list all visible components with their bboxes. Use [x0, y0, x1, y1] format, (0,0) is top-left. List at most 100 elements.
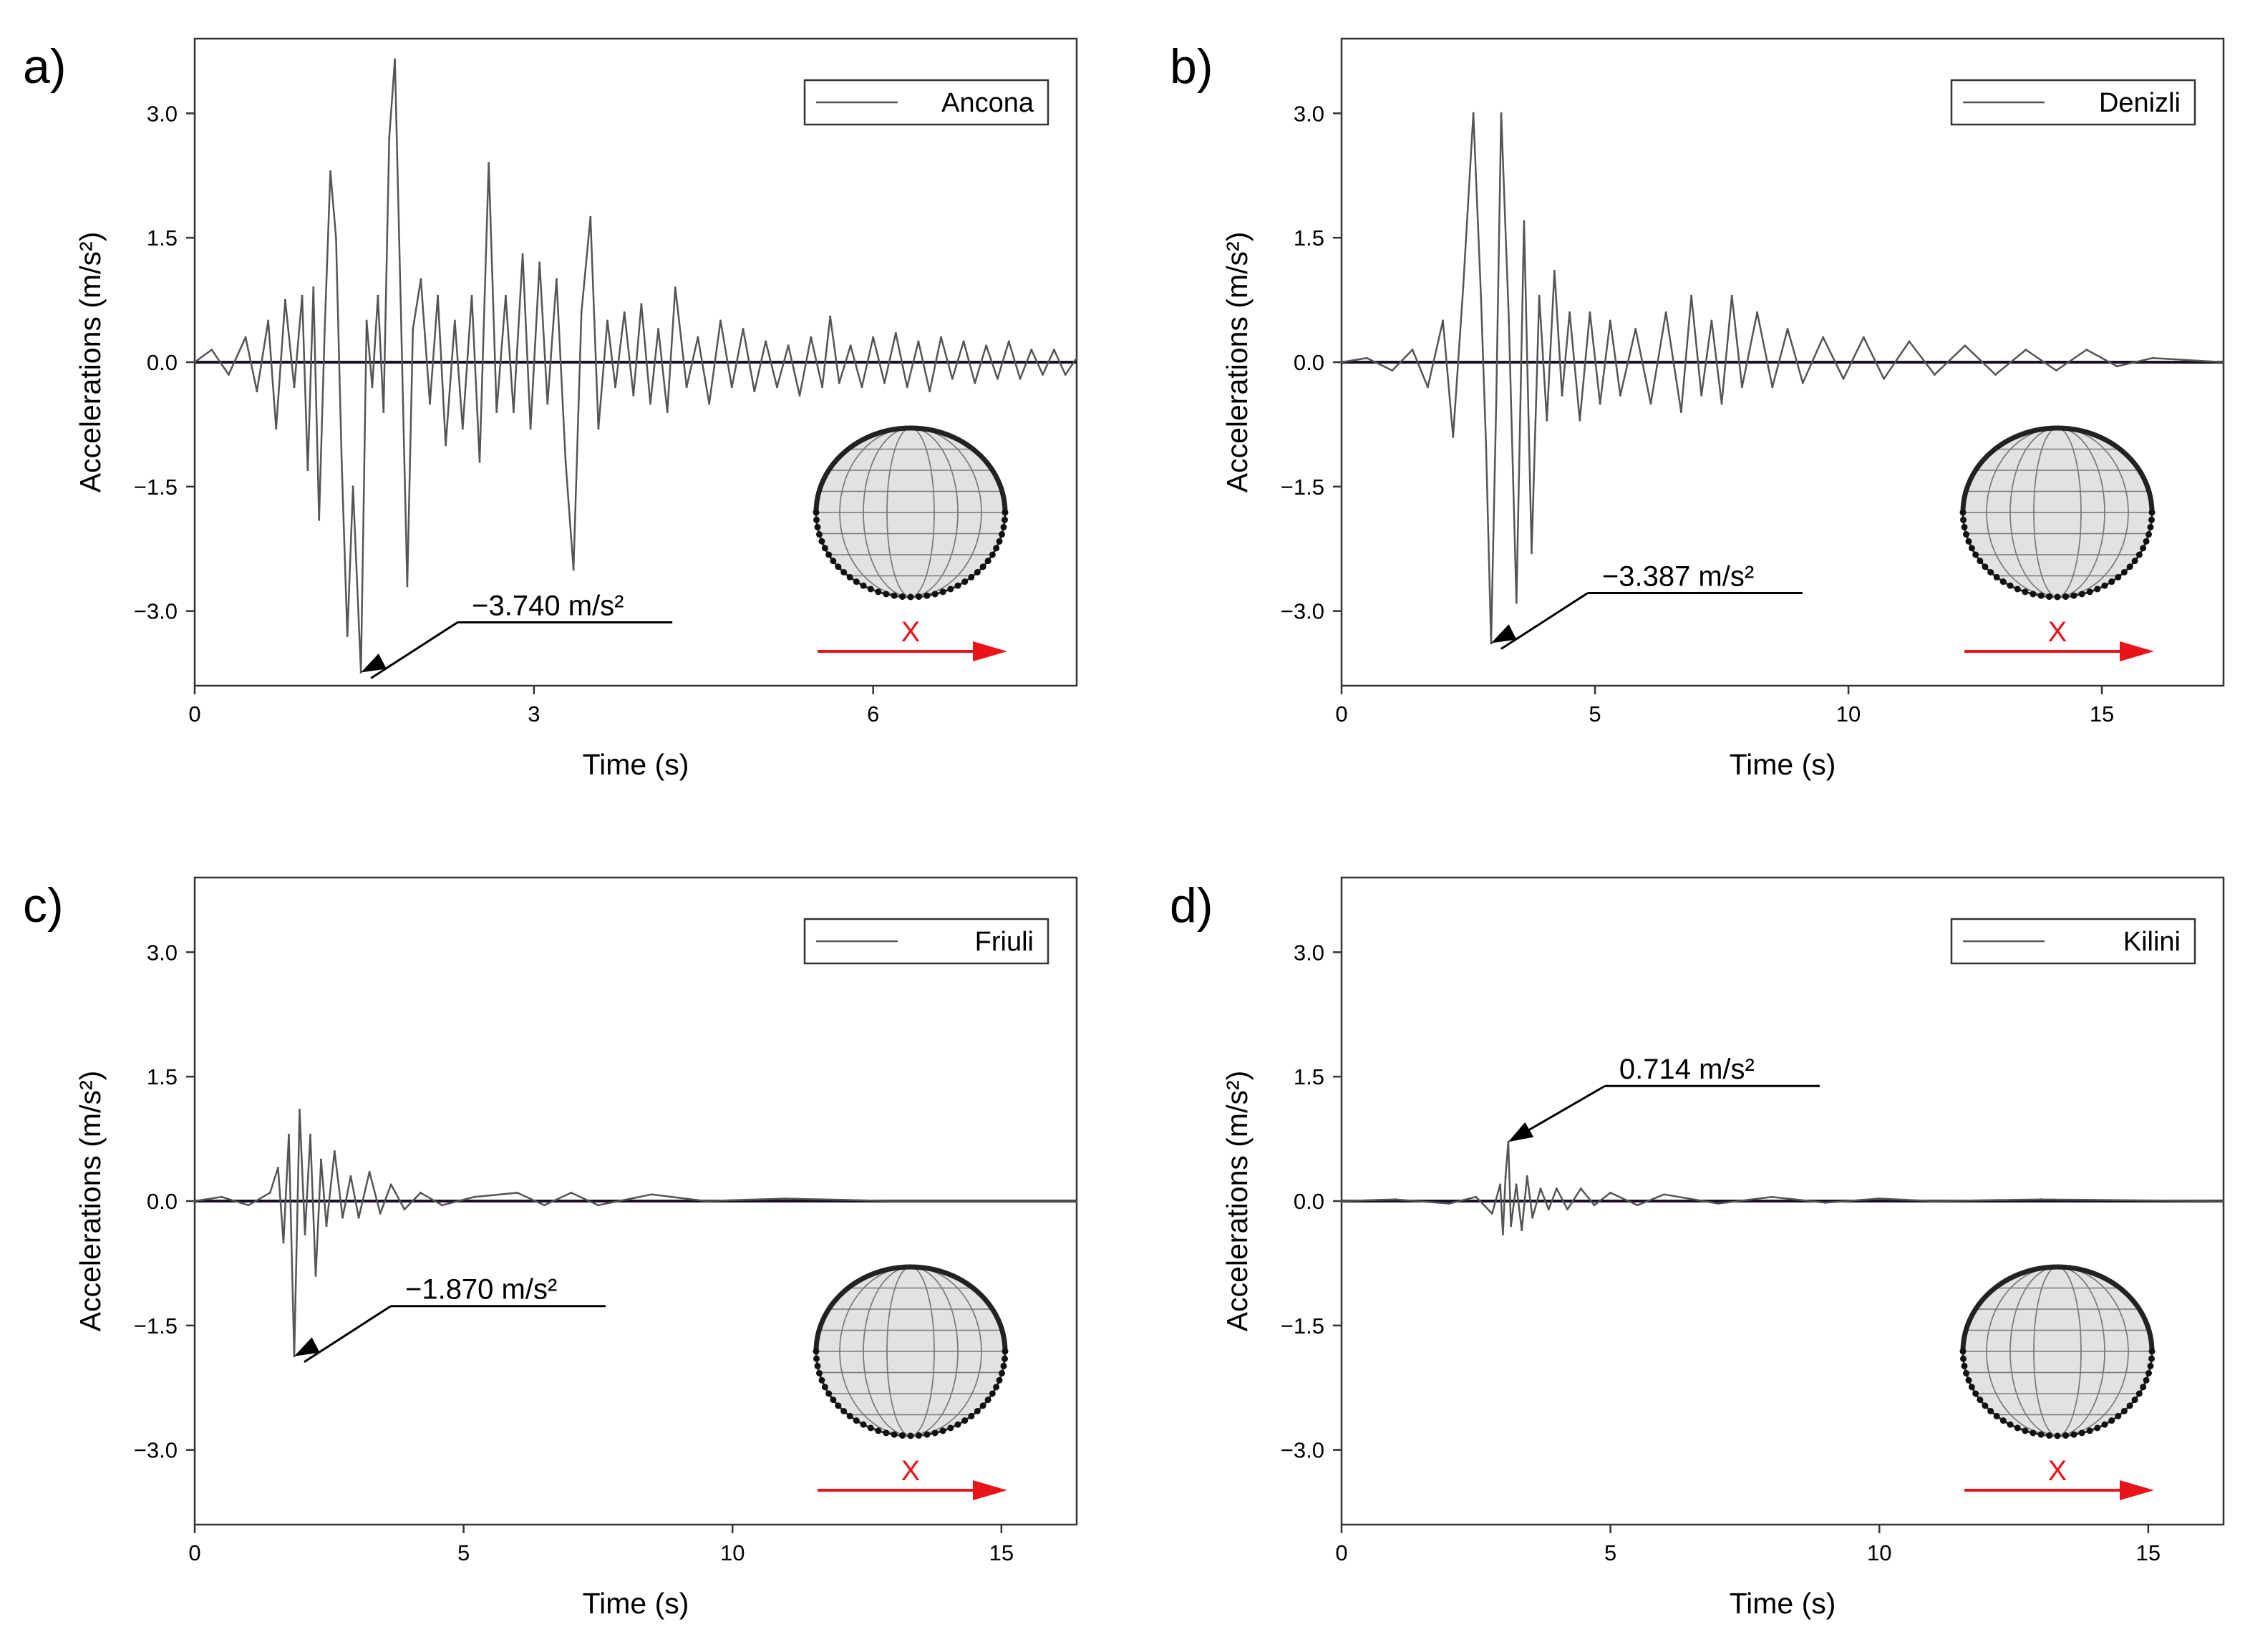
support-node	[2108, 578, 2115, 586]
data-point	[1521, 1229, 1523, 1232]
data-point	[704, 1200, 707, 1202]
data-point	[1964, 344, 1967, 347]
support-node	[2101, 1421, 2108, 1428]
support-node	[1962, 1370, 1969, 1377]
x-tick-label: 0	[188, 701, 200, 727]
support-node	[860, 582, 867, 589]
data-point	[304, 1233, 306, 1235]
data-point	[368, 1170, 371, 1173]
data-point	[829, 315, 832, 318]
data-point	[247, 1204, 250, 1207]
series-line	[194, 58, 1078, 674]
data-point	[872, 336, 875, 339]
data-point	[320, 1158, 323, 1161]
support-node	[821, 545, 828, 552]
data-point	[1547, 1208, 1550, 1211]
panel-b: b) 3.0 1.5 0.0 −1.5 −3.0 0 5 10 15 Time (s) Acceler…	[1170, 37, 2225, 781]
data-point	[951, 377, 954, 380]
support-node	[2007, 582, 2014, 589]
data-point	[1515, 1183, 1518, 1186]
data-point	[1931, 1200, 1934, 1202]
support-node	[815, 1370, 823, 1377]
data-point	[666, 411, 669, 414]
data-point	[2085, 349, 2088, 351]
data-point	[412, 328, 414, 331]
data-point	[1531, 1216, 1534, 1219]
dome-mesh-icon	[1959, 1264, 2156, 1439]
data-point	[1786, 328, 1789, 331]
x-tick-label: 15	[2136, 1540, 2161, 1565]
annotation-leader	[1500, 592, 1589, 650]
data-point	[2115, 365, 2118, 368]
legend-label: Friuli	[975, 927, 1034, 957]
data-point	[1490, 1212, 1493, 1215]
data-point	[1609, 1191, 1612, 1194]
data-point	[394, 58, 397, 61]
data-point	[1508, 319, 1511, 322]
support-node	[814, 523, 821, 530]
support-node	[1000, 523, 1007, 530]
y-axis-title: Accelerations (m/s²)	[74, 232, 107, 493]
data-point	[597, 427, 600, 430]
data-point	[382, 411, 385, 414]
support-node	[2135, 1390, 2143, 1397]
data-point	[1064, 373, 1067, 376]
data-point	[906, 386, 908, 389]
data-point	[1589, 311, 1591, 314]
support-node	[891, 592, 898, 599]
support-node	[2147, 1362, 2154, 1369]
y-tick-label: −3.0	[1281, 1438, 1324, 1463]
support-node	[853, 1417, 860, 1424]
support-node	[1972, 551, 1979, 558]
data-point	[516, 1191, 519, 1194]
panel-a: a) 3.0 1.5 0.0 −1.5 −3.0 0 3 6 Time (s) Accelerati…	[23, 37, 1078, 781]
data-point	[1649, 402, 1652, 405]
annotation-text: 0.714 m/s²	[1619, 1054, 1755, 1085]
support-node	[2143, 1376, 2150, 1384]
data-point	[1452, 435, 1455, 438]
support-node	[825, 551, 833, 558]
support-node	[1960, 1355, 1967, 1362]
x-tick-label: 5	[457, 1540, 470, 1565]
data-point	[1340, 1200, 1343, 1202]
y-tick-label: 3.0	[147, 940, 178, 965]
data-point	[657, 328, 660, 331]
data-point	[329, 170, 332, 173]
support-node	[993, 545, 1000, 552]
data-point	[1561, 394, 1563, 397]
data-point	[1771, 386, 1774, 389]
y-tick-label: −1.5	[134, 475, 178, 500]
data-point	[1546, 419, 1548, 422]
y-tick-label: 3.0	[147, 101, 178, 126]
support-node	[989, 551, 996, 558]
data-point	[349, 1175, 352, 1177]
data-point	[1007, 340, 1010, 343]
data-point	[268, 1191, 271, 1194]
support-node	[1999, 578, 2007, 586]
data-point	[314, 1274, 317, 1277]
y-tick-label: −3.0	[134, 599, 178, 624]
support-node	[2120, 1407, 2128, 1414]
support-node	[2147, 523, 2154, 530]
support-node	[860, 1421, 867, 1428]
data-point	[685, 386, 688, 389]
data-point	[1700, 394, 1703, 397]
data-point	[403, 1208, 406, 1211]
support-node	[1000, 1362, 1007, 1369]
data-point	[379, 1212, 382, 1215]
support-node	[840, 1407, 848, 1414]
annotation-arrowhead	[1490, 624, 1517, 643]
y-tick-label: −3.0	[1281, 599, 1324, 624]
data-point	[276, 1167, 279, 1170]
data-point	[765, 340, 767, 343]
support-node	[2086, 588, 2093, 596]
support-node	[1968, 545, 1975, 552]
data-point	[917, 340, 920, 343]
support-node	[2007, 1421, 2014, 1428]
support-node	[2126, 563, 2133, 570]
data-point	[512, 411, 515, 414]
dome-mesh-icon	[813, 425, 1009, 601]
data-point	[974, 382, 976, 384]
data-point	[810, 336, 813, 339]
